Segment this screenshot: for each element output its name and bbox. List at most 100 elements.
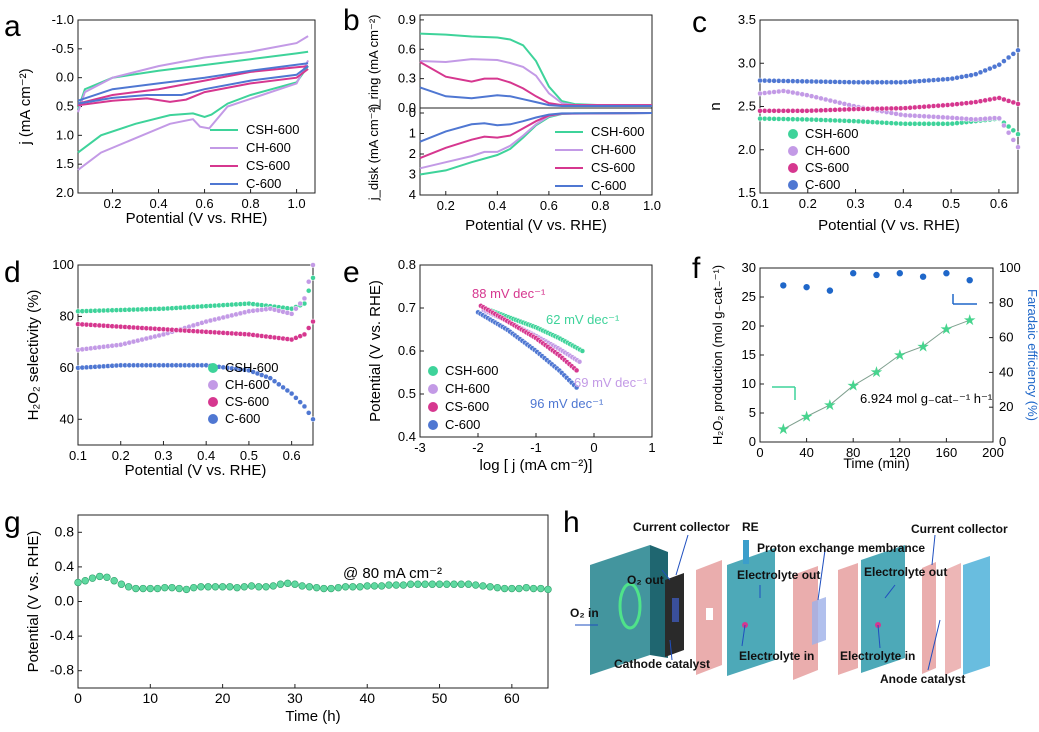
selectivity-CH-600 <box>288 311 295 317</box>
selectivity-C-600 <box>284 387 291 394</box>
electron-transfer-C-600 <box>912 78 918 85</box>
electron-transfer-CH-600 <box>996 115 1002 122</box>
x-tick-label: 20 <box>215 690 231 706</box>
x-tick-label: 0.6 <box>990 196 1008 211</box>
cathode-catalyst-layer <box>672 598 679 622</box>
electron-transfer-CS-600 <box>944 102 951 108</box>
x-tick-label: -2 <box>472 440 484 455</box>
electron-transfer-CH-600 <box>963 116 970 122</box>
production-point: ★ <box>800 408 813 425</box>
y-tick-label: 80 <box>999 295 1013 310</box>
electron-transfer-CH-600 <box>776 88 782 95</box>
electron-transfer-C-600 <box>869 79 876 86</box>
electron-transfer-CH-600 <box>822 96 829 103</box>
stability-point <box>211 583 220 591</box>
y-tick-label: 4 <box>409 187 416 202</box>
legend-marker-C-600 <box>208 414 218 424</box>
electron-transfer-C-600 <box>879 79 885 86</box>
stability-point <box>341 583 350 591</box>
x-tick-label: 0.2 <box>437 198 455 213</box>
y-tick-label: 2 <box>409 146 416 161</box>
y-tick-label: 0.6 <box>398 343 416 358</box>
ring-current-CSH-600 <box>419 32 652 107</box>
stability-point <box>334 583 343 592</box>
legend-label-CS-600: CS-600 <box>805 160 849 175</box>
panel-a-ylabel: j (mA cm⁻²) <box>17 68 34 145</box>
selectivity-CH-600 <box>305 278 312 285</box>
electron-transfer-CSH-600 <box>799 116 805 123</box>
x-tick-label: 0.2 <box>103 196 121 211</box>
ring-current-CH-600 <box>419 58 652 107</box>
electron-transfer-C-600 <box>761 77 768 84</box>
stability-point <box>385 581 393 589</box>
panel-letter-d: d <box>4 256 21 289</box>
y-tick-label: 0.5 <box>56 99 74 114</box>
x-tick-label: 10 <box>143 690 159 706</box>
electron-transfer-CSH-600 <box>897 120 904 127</box>
electron-transfer-CH-600 <box>907 112 913 119</box>
label-o2-in: O₂ in <box>570 606 599 620</box>
electron-transfer-CSH-600 <box>860 118 866 125</box>
electron-transfer-CS-600 <box>996 95 1002 101</box>
legend-marker-CSH-600 <box>208 363 218 373</box>
legend-marker-CS-600 <box>428 402 438 412</box>
legend-label-CSH-600: CSH-600 <box>246 122 299 137</box>
electron-transfer-C-600 <box>930 77 937 83</box>
y-tick-label: 0 <box>749 434 756 449</box>
electron-transfer-CSH-600 <box>944 121 951 127</box>
cv-reverse-C-600 <box>77 62 309 102</box>
electron-transfer-CSH-600 <box>780 116 787 122</box>
electron-transfer-C-600 <box>790 78 796 84</box>
label-current-collector-1: Current collector <box>633 520 730 534</box>
gasket-2 <box>793 566 818 680</box>
legend-marker-CSH-600 <box>428 366 438 376</box>
electron-transfer-CH-600 <box>926 113 932 120</box>
electron-transfer-CS-600 <box>869 106 876 112</box>
y-tick-label: 0.0 <box>55 593 75 609</box>
label-electrolyte-out-2: Electrolyte out <box>864 565 947 579</box>
electron-transfer-CH-600 <box>813 94 820 101</box>
stability-point <box>471 581 480 589</box>
selectivity-CSH-600 <box>310 275 316 281</box>
electron-transfer-CH-600 <box>841 101 848 107</box>
electron-transfer-CSH-600 <box>926 121 932 127</box>
electron-transfer-CSH-600 <box>1010 127 1017 134</box>
electron-transfer-CH-600 <box>888 110 895 116</box>
stability-point <box>276 580 285 588</box>
stability-point <box>189 583 198 592</box>
stability-point <box>450 580 458 588</box>
electron-transfer-CSH-600 <box>940 121 946 127</box>
electron-transfer-CH-600 <box>790 89 796 96</box>
selectivity-CH-600 <box>293 305 299 312</box>
legend-label-CH-600: CH-600 <box>805 143 850 158</box>
panel-letter-h: h <box>563 506 580 539</box>
electron-transfer-C-600 <box>818 78 824 85</box>
panel-d-frame <box>77 264 314 446</box>
stability-point <box>117 580 126 588</box>
electron-transfer-CS-600 <box>991 95 998 102</box>
ring-current-C-600 <box>419 86 652 107</box>
stability-point <box>414 580 422 588</box>
x-tick-label: 0.4 <box>197 448 215 463</box>
electron-transfer-CS-600 <box>808 107 815 114</box>
x-tick-label: 0.2 <box>799 196 817 211</box>
electron-transfer-CS-600 <box>874 105 881 112</box>
x-tick-label: 40 <box>359 690 375 706</box>
electron-transfer-CH-600 <box>954 115 960 121</box>
selectivity-CS-600 <box>305 325 312 331</box>
y-tick-label: 0.9 <box>398 12 416 27</box>
electron-transfer-CH-600 <box>991 115 998 121</box>
electron-transfer-CH-600 <box>897 111 904 118</box>
electron-transfer-CSH-600 <box>813 117 820 123</box>
electron-transfer-CS-600 <box>968 99 974 106</box>
electron-transfer-C-600 <box>940 76 946 83</box>
selectivity-CS-600 <box>310 318 316 325</box>
electron-transfer-CS-600 <box>883 105 890 112</box>
stability-point <box>479 582 487 590</box>
electron-transfer-C-600 <box>897 79 904 86</box>
electron-transfer-C-600 <box>841 79 848 85</box>
electron-transfer-CH-600 <box>832 98 838 105</box>
panel-letter-g: g <box>4 506 21 539</box>
y-tick-label: 20 <box>742 318 756 333</box>
